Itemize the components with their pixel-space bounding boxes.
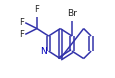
Text: F: F bbox=[19, 18, 24, 27]
Text: Br: Br bbox=[66, 9, 76, 18]
Text: F: F bbox=[19, 30, 24, 39]
Text: N: N bbox=[39, 47, 46, 56]
Text: F: F bbox=[34, 5, 39, 14]
